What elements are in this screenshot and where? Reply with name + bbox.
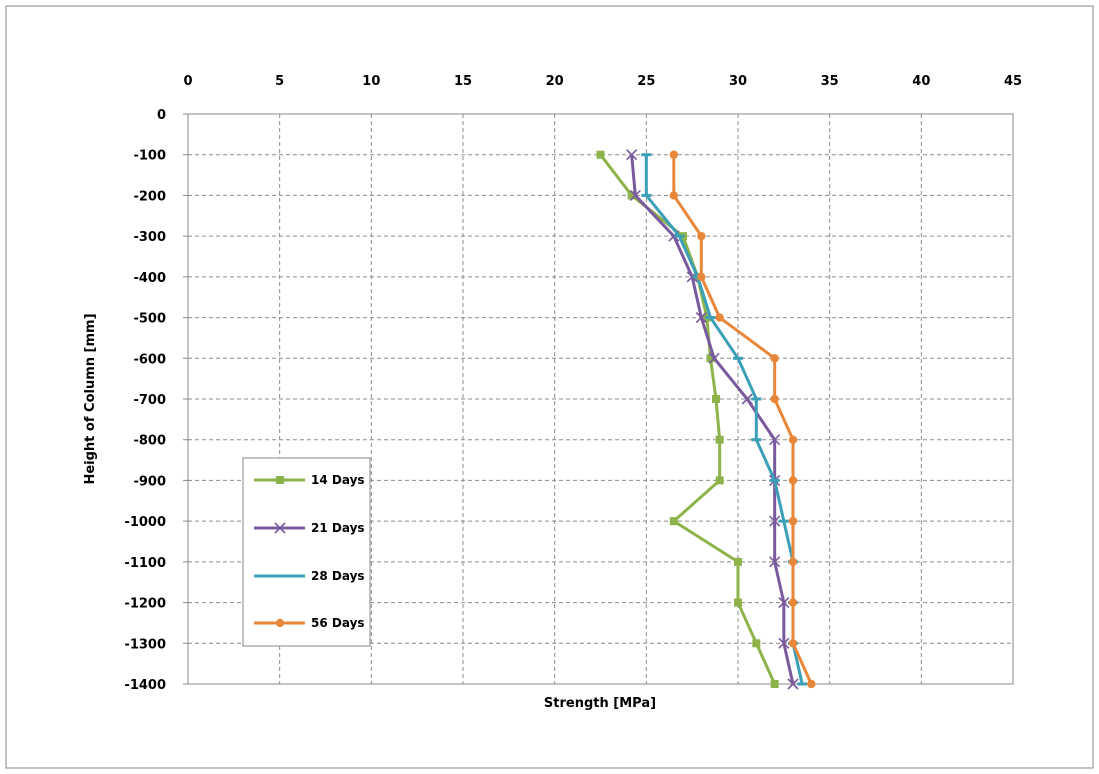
data-point-56-days (697, 272, 706, 282)
data-point-21-days (778, 597, 790, 609)
data-point-56-days (770, 354, 779, 363)
x-tick-label: 5 (275, 74, 284, 89)
y-tick-label: -400 (133, 271, 166, 286)
data-point-56-days (788, 598, 798, 607)
data-point-14-days (770, 680, 779, 688)
y-axis-title: Height of Column [mm] (83, 313, 98, 484)
data-point-21-days (769, 434, 781, 446)
y-tick-label: -1300 (124, 637, 166, 652)
x-tick-label: 25 (637, 74, 655, 89)
data-point-14-days (715, 476, 724, 485)
series-56-days (669, 150, 816, 689)
data-point-21-days (769, 515, 781, 527)
data-point-14-days (706, 354, 715, 363)
x-tick-label: 15 (454, 74, 472, 89)
x-tick-label: 30 (729, 74, 747, 89)
data-point-14-days (712, 395, 720, 403)
data-point-21-days (787, 678, 799, 690)
legend-marker (275, 618, 285, 628)
data-point-21-days (778, 637, 790, 649)
legend-item-21-days: 21 Days (254, 521, 365, 535)
series-line-21-days (630, 154, 795, 685)
data-point-56-days (788, 639, 798, 648)
y-tick-label: 0 (157, 108, 166, 123)
data-point-21-days (695, 312, 707, 324)
y-tick-label: -900 (133, 474, 166, 489)
x-tick-label: 20 (546, 74, 564, 89)
data-point-14-days (734, 557, 742, 566)
data-point-56-days (669, 150, 679, 159)
data-point-56-days (788, 516, 798, 526)
series-lines (596, 149, 816, 690)
x-tick-label: 40 (912, 74, 930, 89)
y-tick-label: -600 (133, 352, 166, 367)
data-point-14-days (669, 517, 678, 526)
tick-labels: 0 5 10 15 20 25 30 35 40 45 0 -100 -200 -300 -400 -500 -… (124, 74, 1022, 693)
y-tick-label: -1000 (124, 515, 166, 530)
data-point-21-days (708, 352, 720, 364)
y-tick-label: -800 (133, 434, 166, 449)
x-tick-label: 0 (183, 74, 192, 89)
data-point-56-days (788, 557, 798, 567)
data-point-21-days (741, 393, 753, 405)
data-point-56-days (697, 231, 706, 241)
x-tick-label: 35 (821, 74, 839, 89)
legend-label: 28 Days (311, 569, 365, 583)
legend-item-14-days: 14 Days (254, 473, 365, 487)
x-axis-title: Strength [MPa] (544, 696, 656, 711)
legend-item-56-days: 56 Days (254, 616, 365, 630)
data-point-14-days (596, 150, 605, 159)
data-point-56-days (788, 476, 798, 485)
y-tick-label: -300 (133, 230, 166, 245)
legend: 14 Days 21 Days 28 Days 56 Days (242, 457, 371, 647)
series-line-56-days (672, 154, 813, 685)
x-tick-label: 45 (1004, 74, 1022, 89)
series-21-days (626, 149, 799, 690)
data-point-21-days (626, 149, 638, 161)
legend-label: 14 Days (311, 473, 365, 487)
y-tick-label: -200 (133, 189, 166, 204)
data-point-56-days (788, 435, 798, 444)
data-point-56-days (715, 313, 724, 322)
legend-box (242, 457, 371, 647)
data-point-14-days (715, 435, 724, 444)
data-point-56-days (770, 394, 779, 404)
x-tick-label: 10 (362, 74, 380, 89)
legend-marker (276, 476, 284, 484)
y-tick-label: -1400 (124, 678, 166, 693)
y-tick-label: -1200 (124, 597, 166, 612)
legend-item-28-days: 28 Days (254, 569, 365, 583)
legend-label: 21 Days (311, 521, 365, 535)
data-point-56-days (669, 191, 679, 200)
data-point-14-days (734, 598, 742, 607)
data-point-21-days (769, 556, 781, 568)
y-tick-label: -1100 (124, 556, 166, 571)
legend-label: 56 Days (311, 616, 365, 630)
data-point-56-days (807, 679, 816, 689)
series-line-14-days (599, 153, 777, 685)
data-point-21-days (629, 189, 641, 201)
y-tick-label: -100 (133, 149, 166, 164)
y-tick-label: -700 (133, 393, 166, 408)
data-point-14-days (627, 191, 636, 200)
legend-marker (274, 522, 286, 534)
y-tick-label: -500 (133, 312, 166, 327)
data-point-14-days (752, 639, 761, 648)
